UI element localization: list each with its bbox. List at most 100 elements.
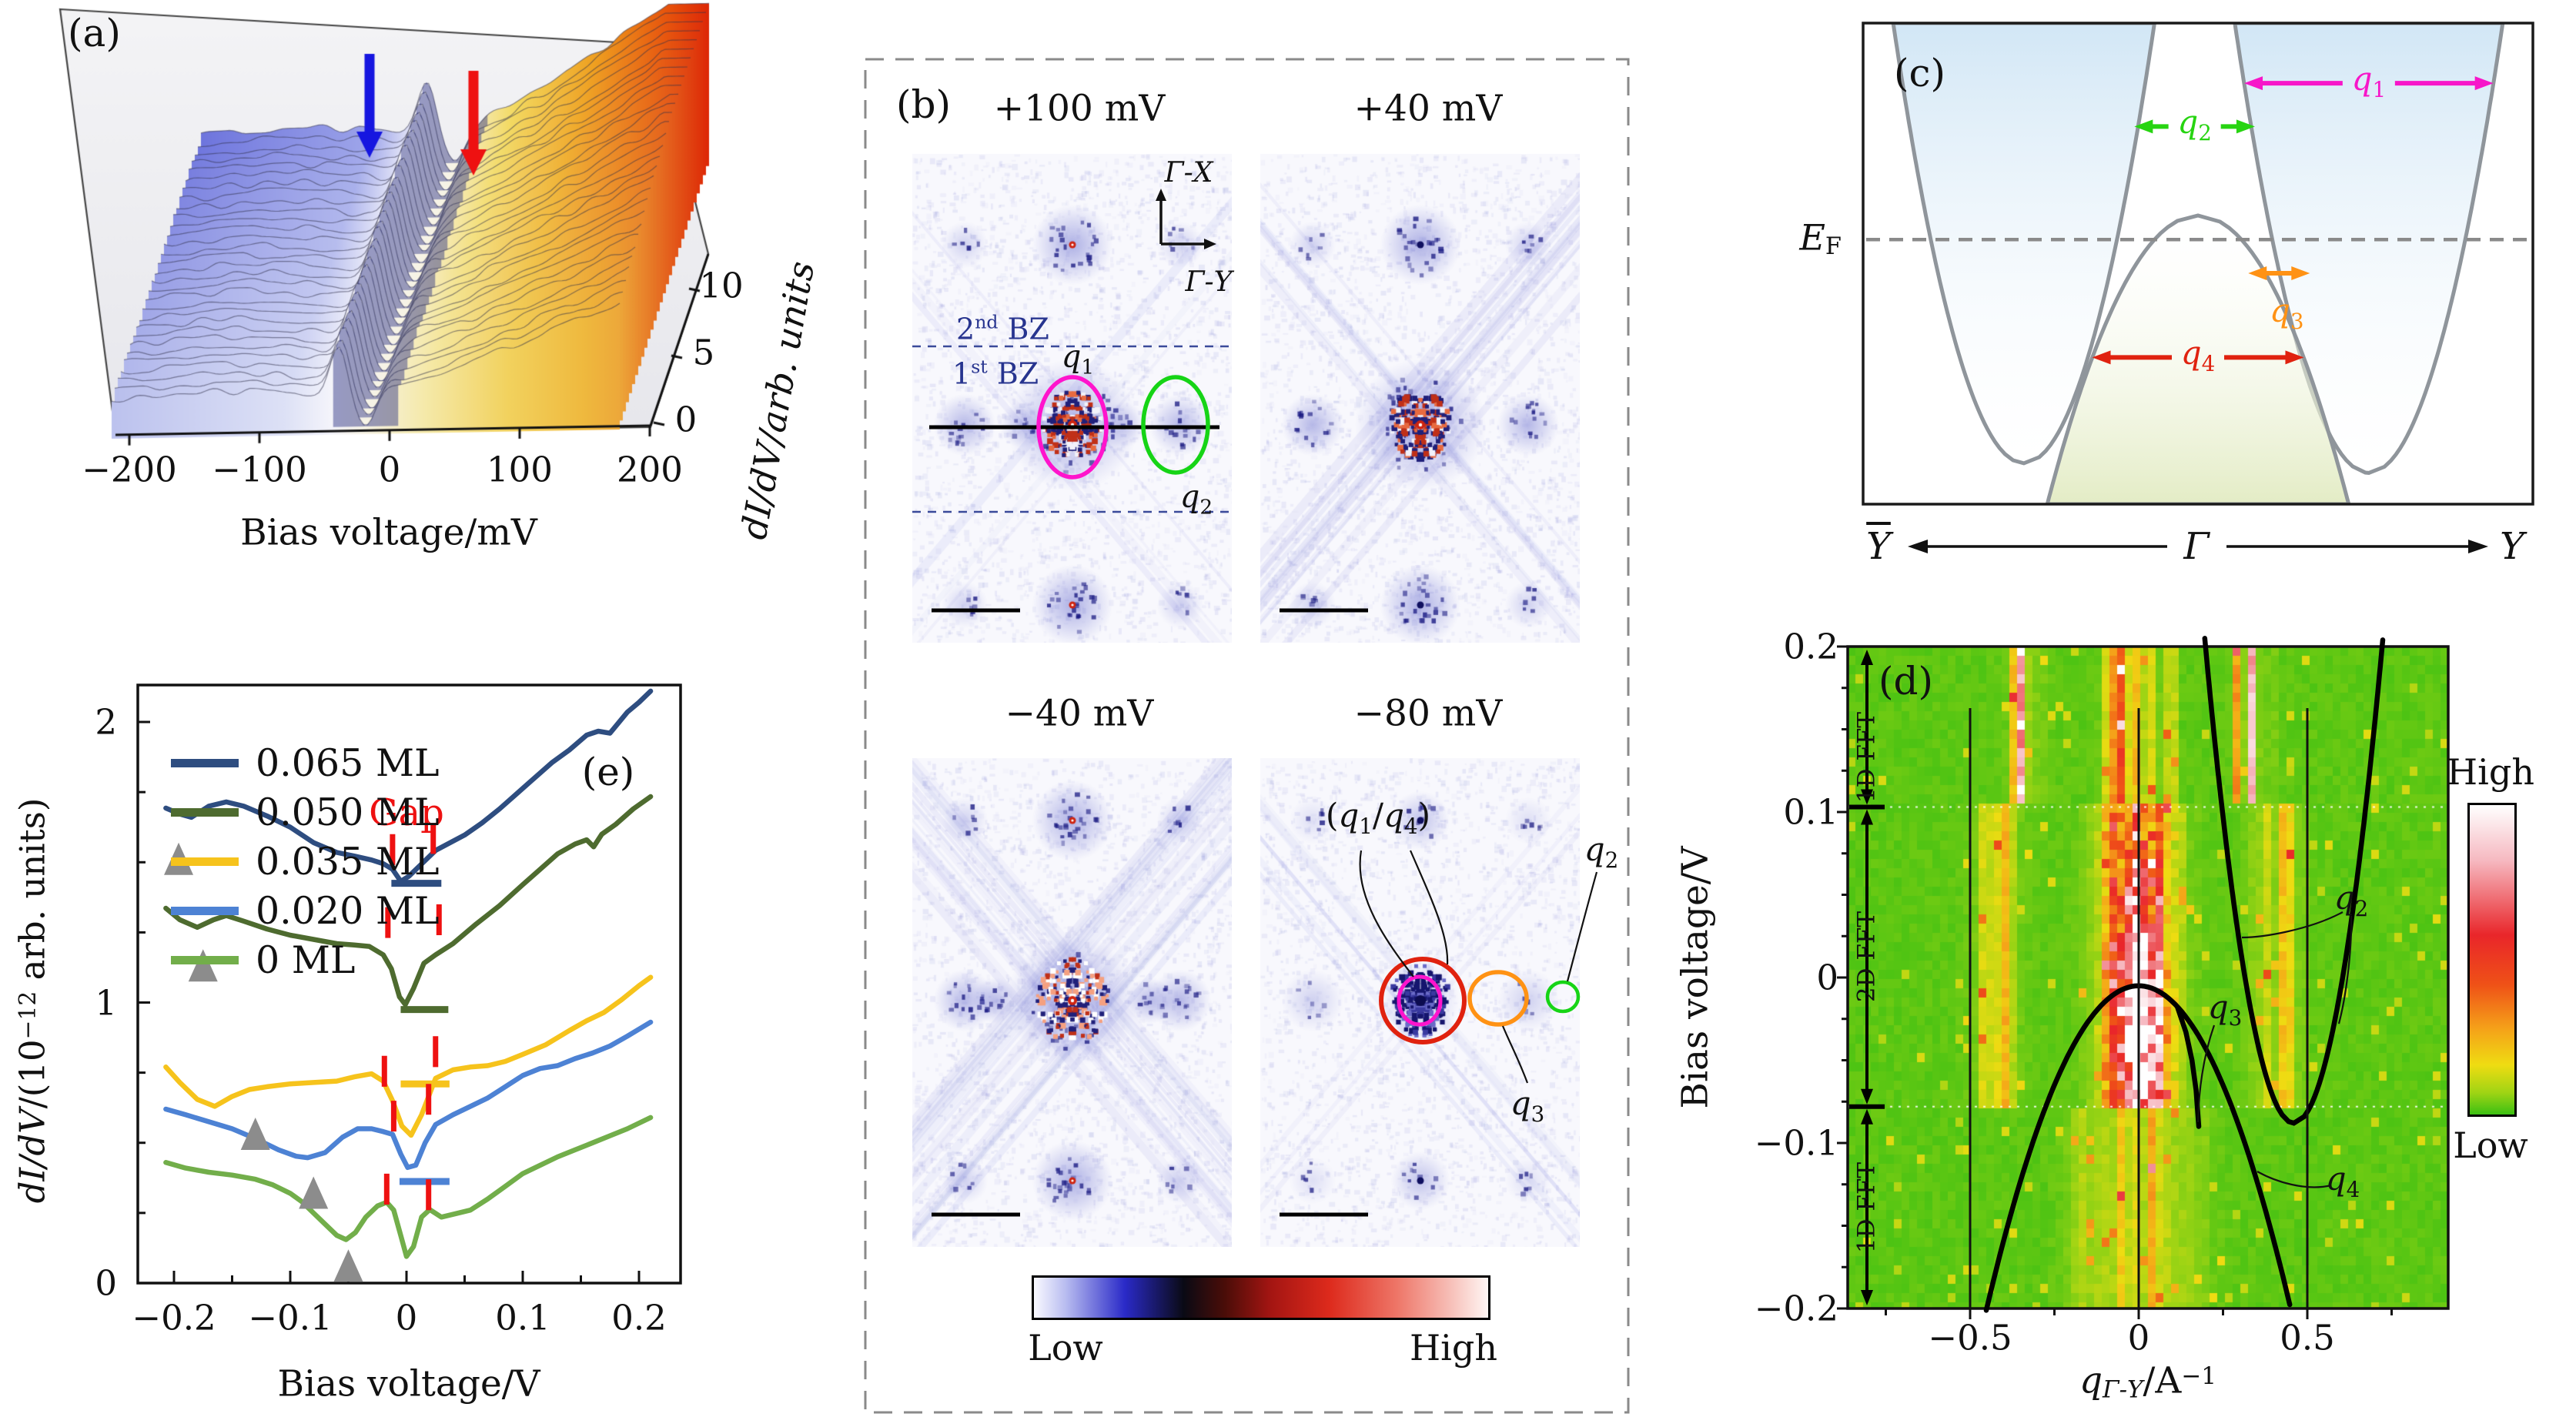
fft-region-label: 2D FFT xyxy=(1852,911,1881,1003)
panel-e-xlabel: Bias voltage/V xyxy=(277,1362,540,1405)
qpi-map-plus40mV xyxy=(1260,154,1580,643)
panel-a-x-tick: −100 xyxy=(212,449,307,490)
panel-e-label: (e) xyxy=(581,750,635,794)
q1-label: q1 xyxy=(2351,59,2387,102)
leader-q2b xyxy=(2337,915,2353,1024)
panel-a: (a) Bias voltage/mV dI/dV/arb. units −20… xyxy=(0,0,962,585)
colorbar-high-label: High xyxy=(1410,1327,1497,1369)
q3-dispersion-curve xyxy=(2175,1004,2202,1129)
legend-swatch xyxy=(171,758,239,767)
arrow-to-y xyxy=(2468,540,2488,553)
fft-colorbar xyxy=(1032,1275,1490,1320)
fermi-level-label: EF xyxy=(1799,216,1842,261)
q2-dispersion-curve xyxy=(2202,636,2386,1126)
legend-swatch xyxy=(171,857,239,866)
leader-q3 xyxy=(1501,1025,1529,1084)
q3-circle xyxy=(1467,970,1529,1027)
panel-b-overlay xyxy=(864,58,1630,1414)
panel-d-y-tick: 0.1 xyxy=(1783,791,1838,833)
q3-map-label: q3 xyxy=(1510,1084,1545,1127)
map-title-plus40: +40 mV xyxy=(1353,87,1503,130)
spectrum-0.065-ML xyxy=(163,688,654,884)
legend-label: 0 ML xyxy=(256,937,356,982)
panel-d-x-tick: 0 xyxy=(2127,1317,2150,1359)
panel-b-label: (b) xyxy=(896,82,952,127)
fft-region-label: 1D FFT xyxy=(1852,712,1881,804)
panel-e-y-tick: 0 xyxy=(95,1262,117,1304)
panel-c: (c) EF Y Γ Y q1 q2 q3 q4 xyxy=(1786,8,2576,593)
feature-triangle xyxy=(240,1117,270,1150)
leader-q4 xyxy=(1409,850,1449,965)
leader-q2a xyxy=(2241,911,2343,939)
colorbar-low-label: Low xyxy=(1028,1327,1103,1369)
q2-circle xyxy=(1545,980,1581,1014)
q2-label: q2 xyxy=(2177,102,2212,146)
panel-d-y-tick: −0.2 xyxy=(1754,1288,1838,1329)
panel-c-label: (c) xyxy=(1894,51,1946,95)
leader-q4 xyxy=(2257,1171,2332,1188)
panel-c-band-schematic xyxy=(1862,22,2534,553)
panel-a-x-tick: 200 xyxy=(617,449,683,490)
legend-item: 0.065 ML xyxy=(171,740,440,785)
bz-label-2nd: 2nd BZ xyxy=(956,311,1049,346)
panel-d-frame xyxy=(1846,645,2450,1310)
map-title-minus80: −80 mV xyxy=(1353,692,1503,735)
colorbar-low-label: Low xyxy=(2453,1125,2528,1166)
qpi-map-plus100mV xyxy=(912,154,1232,643)
legend-swatch xyxy=(171,906,239,915)
panel-d-x-tick: 0.5 xyxy=(2280,1317,2335,1359)
leader-q3 xyxy=(2196,1024,2216,1123)
q1-circle xyxy=(1397,974,1443,1027)
spectrum-0-ML xyxy=(163,1115,654,1259)
panel-d-y-tick: 0 xyxy=(1816,957,1838,998)
map-title-minus40: −40 mV xyxy=(1005,692,1154,735)
panel-a-xlabel: Bias voltage/mV xyxy=(240,511,537,554)
panel-a-x-tick: 0 xyxy=(378,449,401,490)
spectrum-0.035-ML xyxy=(163,974,654,1138)
bz-label-1st: 1st BZ xyxy=(952,356,1039,391)
legend-item: 0 ML xyxy=(171,937,356,982)
panel-d-xlabel: qΓ-Y/A−1 xyxy=(2079,1359,2217,1404)
legend-item: 0.020 ML xyxy=(171,888,440,933)
panel-a-label: (a) xyxy=(68,11,121,55)
spectrum-0.050-ML xyxy=(163,794,654,1008)
q1-ellipse xyxy=(1036,375,1109,480)
legend-label: 0.050 ML xyxy=(256,790,440,834)
panel-e-y-tick: 2 xyxy=(95,701,117,743)
q1-q4-label: (q1/q4) xyxy=(1326,796,1430,839)
panel-e-x-tick: 0.2 xyxy=(611,1297,667,1338)
gap-label: Gap xyxy=(369,791,444,834)
panel-e-y-tick: 1 xyxy=(95,982,117,1023)
panel-e-x-tick: −0.1 xyxy=(248,1297,333,1338)
panel-e-x-tick: 0.1 xyxy=(495,1297,550,1338)
qpi-map-minus40mV xyxy=(912,758,1232,1247)
gamma-x-label: Γ-X xyxy=(1164,157,1213,189)
gamma-y-label: Γ-Y xyxy=(1185,266,1233,298)
panel-e: (e) Gap Bias voltage/V dI/dV/(10−12 arb.… xyxy=(0,585,778,1417)
panel-a-z-tick: 5 xyxy=(692,332,715,373)
panel-e-x-tick: −0.2 xyxy=(132,1297,216,1338)
panel-d-x-tick: −0.5 xyxy=(1928,1317,2012,1359)
spectrum-0.020-ML xyxy=(163,1019,654,1171)
panel-d-label: (d) xyxy=(1878,659,1934,703)
k-point-y: Y xyxy=(2500,525,2524,568)
panel-e-ylabel: dI/dV/(10−12 arb. units) xyxy=(12,797,53,1204)
legend-label: 0.065 ML xyxy=(256,740,440,785)
panel-e-plot xyxy=(136,683,682,1285)
q3-curve-label: q3 xyxy=(2207,988,2243,1031)
panel-c-frame xyxy=(1862,22,2534,506)
k-point-gamma: Γ xyxy=(2183,525,2210,568)
panel-d-overlay xyxy=(1837,636,2450,1319)
panel-a-z-tick: 0 xyxy=(674,399,698,440)
q2-label: q2 xyxy=(1179,479,1213,520)
legend-swatch xyxy=(171,955,239,964)
panel-a-x-tick: −200 xyxy=(82,449,177,490)
panel-a-x-tick: 100 xyxy=(487,449,553,490)
feature-triangle xyxy=(188,949,218,982)
feature-triangle xyxy=(299,1176,329,1209)
leader-q2 xyxy=(1566,871,1598,982)
legend-label: 0.020 ML xyxy=(256,888,440,933)
q2-curve-label: q2 xyxy=(2333,878,2369,921)
colorbar-high-label: High xyxy=(2447,751,2534,793)
